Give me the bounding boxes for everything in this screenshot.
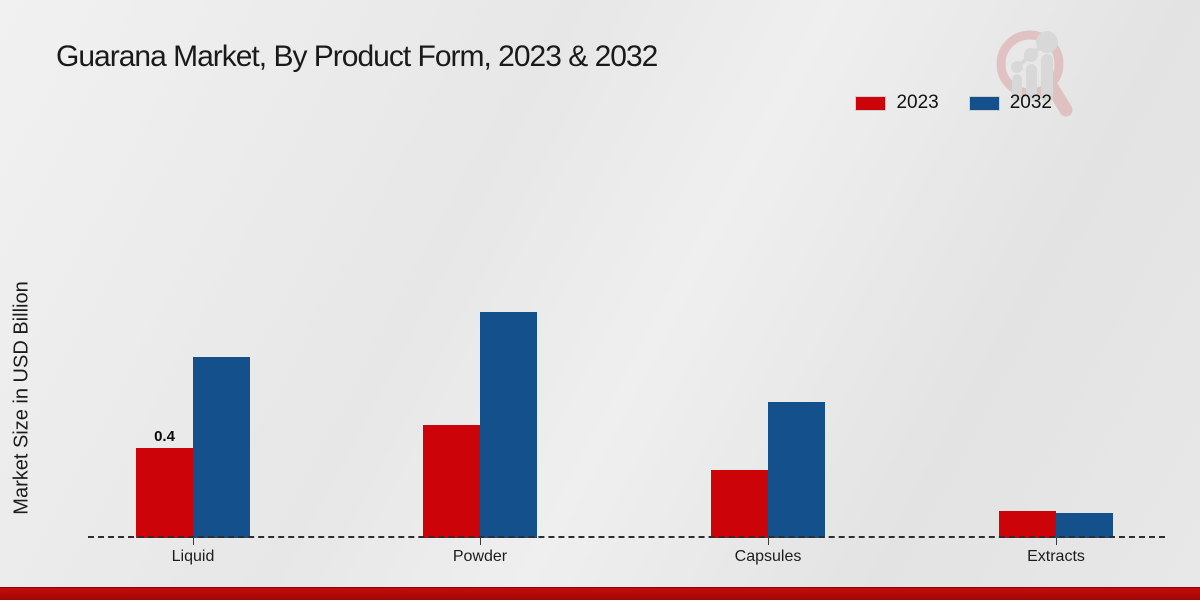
x-axis-baseline xyxy=(88,536,1165,538)
bar-powder-2023 xyxy=(423,425,480,538)
category-label-extracts: Extracts xyxy=(1027,548,1085,565)
bar-group-powder: Powder xyxy=(423,312,537,565)
magnifier-growth-chart-logo xyxy=(996,30,1073,117)
bar-powder-2032 xyxy=(480,312,537,538)
legend-label-2032: 2032 xyxy=(1009,92,1052,113)
legend-item-2032: 2032 xyxy=(968,92,1052,114)
legend-item-2023: 2023 xyxy=(855,92,939,114)
bar-extracts-2023 xyxy=(999,511,1056,538)
x-axis-tick-extracts xyxy=(1056,538,1057,545)
bar-liquid-2032 xyxy=(193,357,250,538)
legend-swatch-2023 xyxy=(855,95,887,111)
bar-group-extracts: Extracts xyxy=(999,511,1113,565)
x-axis-tick-liquid xyxy=(193,538,194,545)
bar-capsules-2032 xyxy=(768,402,825,538)
footer-red-band xyxy=(0,587,1200,600)
legend-label-2023: 2023 xyxy=(896,92,939,113)
legend-swatch-2032 xyxy=(968,95,1000,111)
category-label-powder: Powder xyxy=(452,548,508,565)
chart-title: Guarana Market, By Product Form, 2023 & … xyxy=(56,40,658,73)
value-label-liquid-2023: 0.4 xyxy=(154,428,175,445)
x-axis-tick-capsules xyxy=(768,538,769,545)
legend: 2023 2032 xyxy=(855,92,1052,114)
bar-group-capsules: Capsules xyxy=(711,402,825,565)
bar-capsules-2023 xyxy=(711,470,768,538)
category-label-capsules: Capsules xyxy=(734,548,802,565)
x-axis-tick-powder xyxy=(480,538,481,545)
category-label-liquid: Liquid xyxy=(171,548,215,565)
bar-liquid-2023: 0.4 xyxy=(136,428,193,538)
bar-group-liquid: 0.4 Liquid xyxy=(136,357,250,565)
bar-extracts-2032 xyxy=(1056,513,1113,538)
